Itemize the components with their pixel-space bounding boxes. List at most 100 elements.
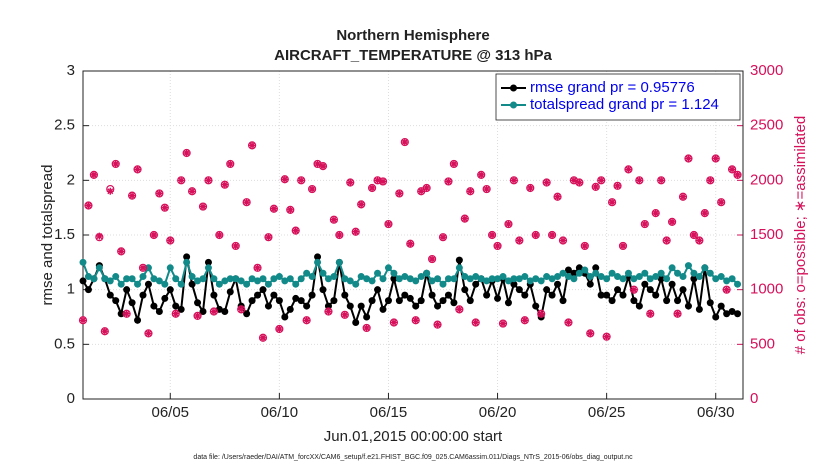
point	[395, 297, 403, 305]
obs-assimilated	[434, 321, 442, 329]
point	[608, 297, 616, 305]
point	[384, 264, 392, 272]
point	[564, 273, 572, 281]
point	[510, 280, 518, 288]
point	[444, 275, 452, 283]
obs-assimilated	[706, 176, 714, 184]
obs-assimilated	[575, 179, 583, 187]
obs-assimilated	[543, 179, 551, 187]
obs-assimilated	[663, 236, 671, 244]
obs-assimilated	[428, 255, 436, 263]
obs-assimilated	[259, 334, 267, 342]
point	[723, 277, 731, 285]
point	[592, 269, 600, 277]
point	[123, 286, 131, 294]
point	[597, 273, 605, 281]
point	[575, 269, 583, 277]
point	[210, 275, 218, 283]
point	[483, 291, 491, 299]
point	[504, 277, 512, 285]
point	[423, 269, 431, 277]
obs-assimilated	[679, 193, 687, 201]
obs-assimilated	[368, 184, 376, 192]
point	[706, 269, 714, 277]
point	[106, 291, 114, 299]
point	[712, 275, 720, 283]
point	[674, 269, 682, 277]
point	[439, 297, 447, 305]
point	[221, 277, 229, 285]
point	[657, 269, 665, 277]
obs-assimilated	[308, 185, 316, 193]
point	[341, 275, 349, 283]
point	[401, 273, 409, 281]
point	[717, 273, 725, 281]
legend-label: rmse grand pr = 0.95776	[530, 79, 695, 96]
point	[619, 275, 627, 283]
obs-assimilated	[243, 198, 251, 206]
point	[237, 277, 245, 285]
obs-assimilated	[483, 185, 491, 193]
point	[428, 291, 436, 299]
point	[270, 275, 278, 283]
obs-assimilated	[554, 193, 562, 201]
point	[144, 280, 152, 288]
obs-assimilated	[204, 176, 212, 184]
obs-assimilated	[712, 154, 720, 162]
obs-assimilated	[717, 198, 725, 206]
obs-assimilated	[270, 205, 278, 213]
point	[270, 291, 278, 299]
point	[663, 297, 671, 305]
obs-assimilated	[128, 192, 136, 200]
obs-assimilated	[499, 320, 507, 328]
obs-assimilated	[603, 333, 611, 341]
obs-assimilated	[455, 305, 463, 313]
y2-tick-label: 3000	[750, 62, 783, 79]
point	[526, 277, 534, 285]
point	[297, 275, 305, 283]
point	[264, 280, 272, 288]
legend-marker	[510, 101, 517, 109]
point	[706, 299, 714, 307]
obs-assimilated	[363, 324, 371, 332]
obs-assimilated	[215, 231, 223, 239]
point	[586, 273, 594, 281]
point	[226, 275, 234, 283]
point	[335, 258, 343, 266]
point	[532, 275, 540, 283]
point	[346, 277, 354, 285]
point	[586, 280, 594, 288]
point	[608, 269, 616, 277]
point	[603, 275, 611, 283]
obs-assimilated	[652, 209, 660, 217]
point	[657, 275, 665, 283]
obs-assimilated	[690, 231, 698, 239]
point	[210, 291, 218, 299]
point	[324, 275, 332, 283]
point	[624, 269, 632, 277]
point	[346, 302, 354, 310]
point	[695, 273, 703, 281]
point	[641, 280, 649, 288]
point	[401, 291, 409, 299]
obs-assimilated	[226, 160, 234, 168]
point	[450, 275, 458, 283]
point	[668, 264, 676, 272]
chart-title: Northern Hemisphere	[336, 27, 489, 44]
obs-assimilated	[237, 305, 245, 313]
point	[390, 269, 398, 277]
point	[614, 286, 622, 294]
point	[79, 258, 87, 266]
point	[570, 269, 578, 277]
point	[379, 275, 387, 283]
x-tick-label: 06/20	[479, 404, 517, 421]
obs-assimilated	[630, 286, 638, 294]
y-tick-label: 0.5	[54, 335, 75, 352]
point	[297, 297, 305, 305]
point	[368, 277, 376, 285]
point	[324, 302, 332, 310]
obs-assimilated	[641, 220, 649, 228]
obs-assimilated	[221, 181, 229, 189]
obs-assimilated	[624, 165, 632, 173]
point	[603, 291, 611, 299]
